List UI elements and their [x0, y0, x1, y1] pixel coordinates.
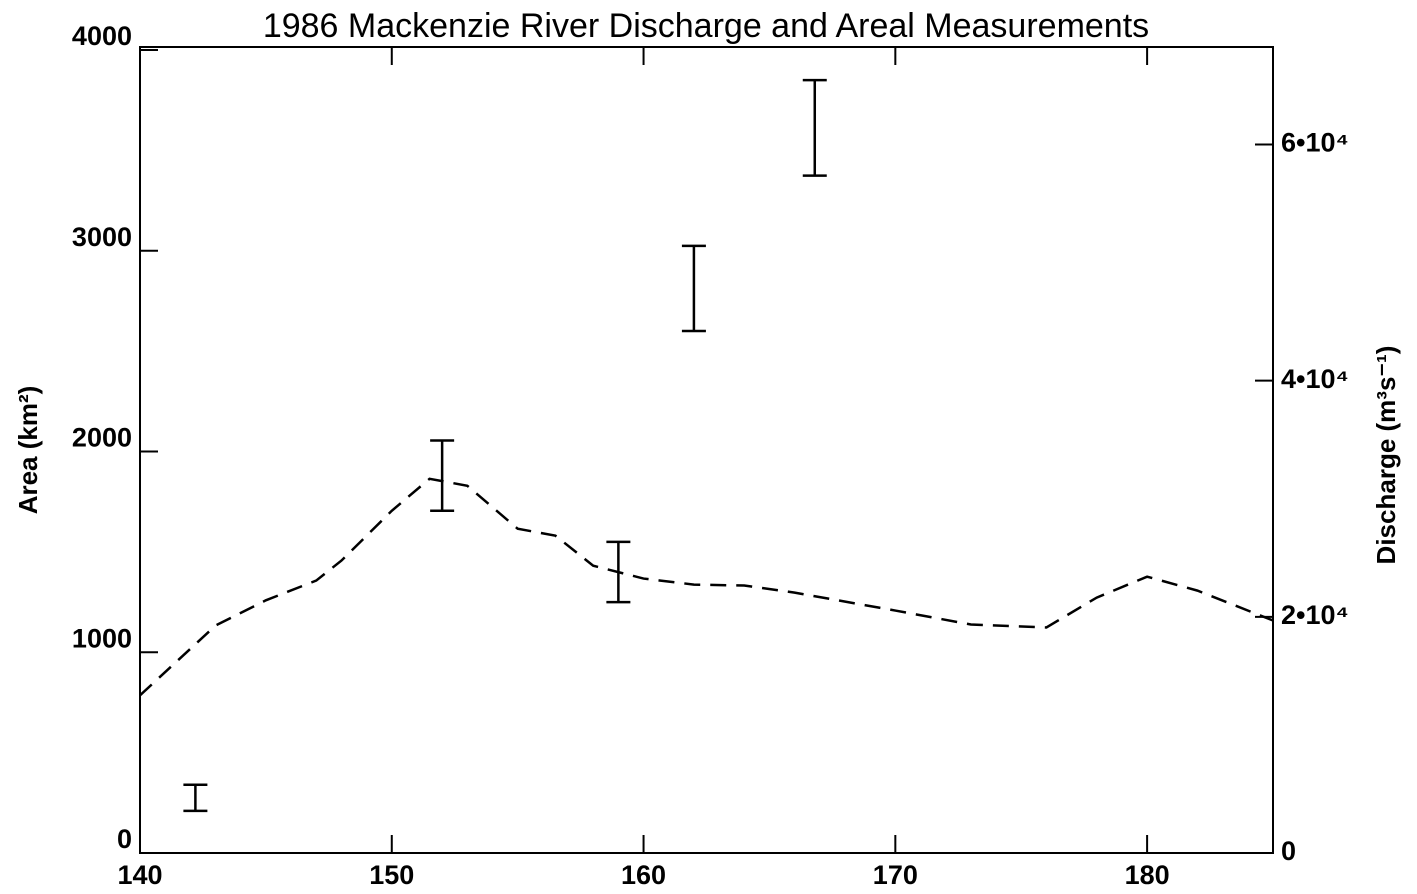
y2-tick-label: 2•10⁴ [1281, 600, 1349, 630]
x-tick-label: 180 [1125, 860, 1170, 890]
chart-title: 1986 Mackenzie River Discharge and Areal… [263, 7, 1149, 45]
y2-tick-label: 6•10⁴ [1281, 128, 1349, 158]
x-tick-label: 170 [873, 860, 918, 890]
plot-frame [139, 46, 1274, 854]
error-bar [430, 439, 455, 512]
y-tick-label: 2000 [72, 423, 132, 453]
y-tick-label: 4000 [72, 21, 132, 51]
y-tick-label: 0 [117, 824, 132, 854]
error-bar [183, 783, 208, 813]
y-tick-label: 3000 [72, 222, 132, 252]
y2-axis-label: Discharge (m³s⁻¹) [1371, 346, 1401, 565]
x-tick-label: 150 [369, 860, 414, 890]
y-tick-label: 1000 [72, 623, 132, 653]
y2-tick-label: 0 [1281, 836, 1296, 866]
error-bar [681, 244, 706, 333]
x-tick-label: 140 [117, 860, 162, 890]
error-bar [802, 78, 827, 177]
x-tick-label: 160 [621, 860, 666, 890]
y-axis-label: Area (km²) [13, 386, 43, 515]
discharge-line [139, 477, 1274, 697]
y2-tick-label: 4•10⁴ [1281, 364, 1349, 394]
